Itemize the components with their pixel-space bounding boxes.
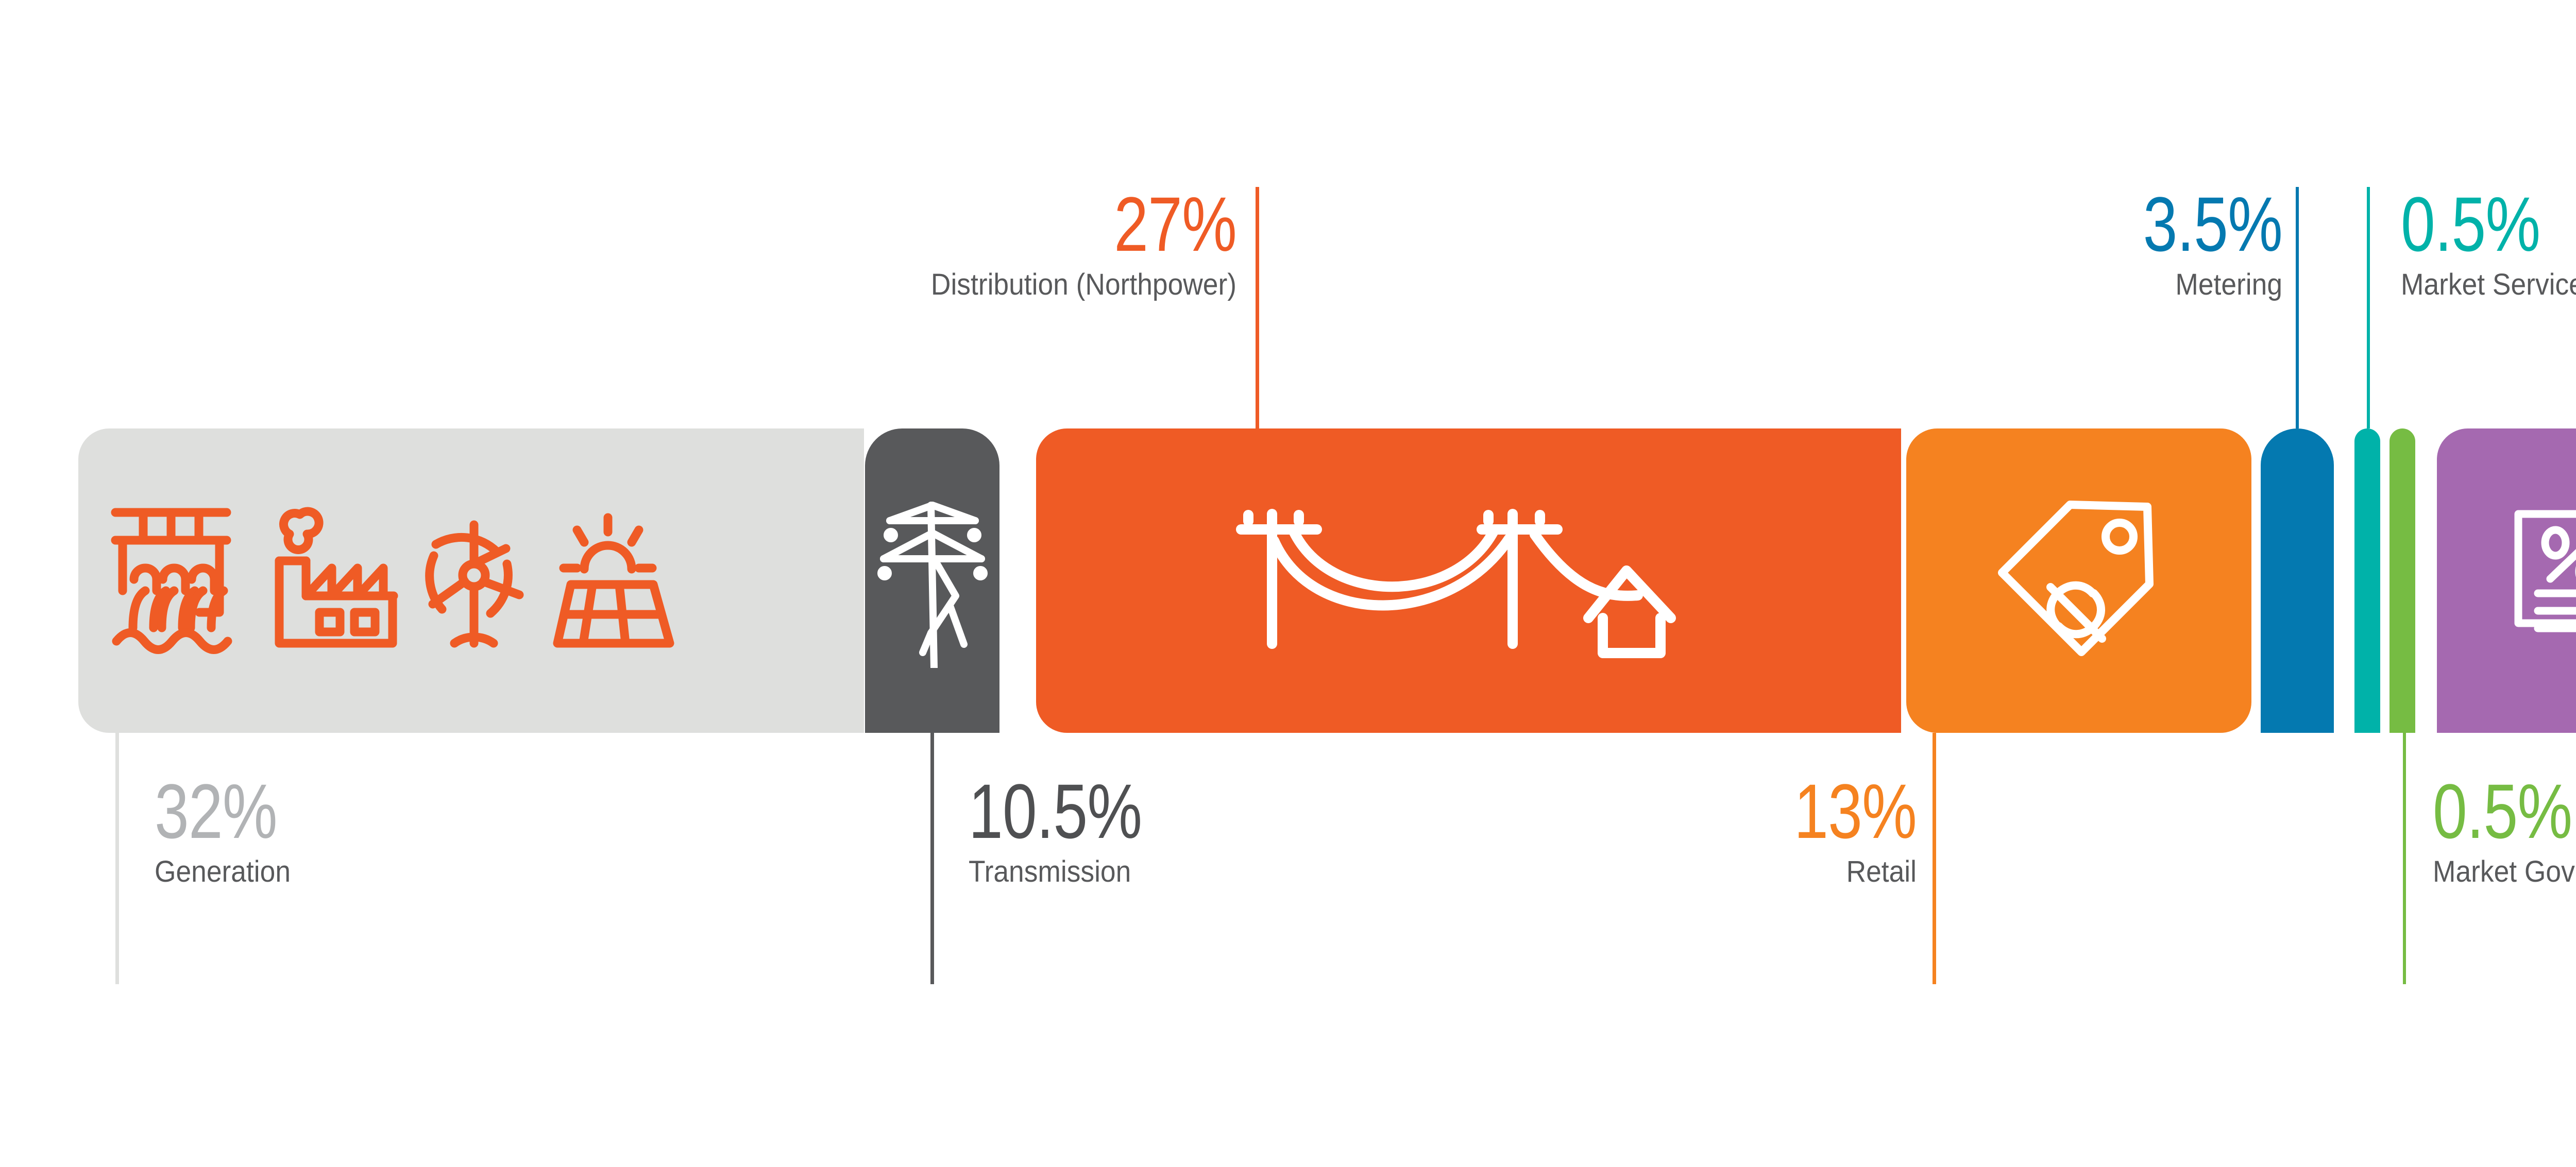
bar-segment-market-governance[interactable] [2389,428,2415,733]
callout-generation-label: Generation [155,855,291,888]
solar-panel-icon [553,513,674,648]
callout-transmission-label: Transmission [969,855,1131,888]
callout-generation: 32% Generation [155,773,618,887]
wind-turbine-icon [425,520,524,648]
callout-market-services-value: 0.5% [2401,181,2540,267]
bar-segment-transmission[interactable] [865,428,999,733]
callout-generation-value: 32% [155,768,278,854]
transmission-tower-icon [877,502,988,668]
leader-line-transmission [930,733,934,984]
bar-segment-distribution[interactable] [1036,428,1901,733]
leader-line-retail [1933,733,1936,984]
callout-market-governance: 0.5% Market Governance [2433,773,2576,887]
callout-market-governance-value: 0.5% [2433,768,2572,854]
callout-market-governance-label: Market Governance [2433,855,2576,888]
callout-metering: 3.5% Metering [1834,181,2283,301]
leader-line-generation [115,733,119,984]
tax-document-coins-icon [2514,510,2576,632]
callout-distribution-label: Distribution (Northpower) [930,268,1236,301]
callout-retail-label: Retail [1846,855,1917,888]
callout-metering-label: Metering [2175,268,2282,301]
generation-icon-group [111,507,674,654]
bar-segment-market-services[interactable] [2354,428,2380,733]
callout-metering-value: 3.5% [2143,181,2283,267]
leader-line-metering [2296,187,2299,428]
bar-segment-retail[interactable] [1906,428,2251,733]
callout-retail: 13% Retail [1494,773,1917,887]
callout-retail-value: 13% [1794,768,1917,854]
bar-segment-metering[interactable] [2261,428,2334,733]
leader-line-distribution [1256,187,1259,428]
callout-market-services-label: Market Services [2401,268,2576,301]
hydro-dam-icon [111,508,232,654]
callout-transmission: 10.5% Transmission [969,773,1484,887]
leader-line-market-services [2367,187,2370,428]
price-tag-icon [1998,501,2154,656]
power-lines-to-house-icon [1236,509,1676,658]
callout-market-services: 0.5% Market Services [2401,185,2576,300]
leader-line-market-governance [2403,733,2406,984]
bar-segment-gst[interactable] [2437,428,2576,733]
bar-segment-generation[interactable] [78,428,864,733]
factory-icon [275,507,398,648]
callout-transmission-value: 10.5% [969,768,1142,854]
callout-distribution: 27% Distribution (Northpower) [618,181,1237,301]
callout-distribution-value: 27% [1114,181,1237,267]
